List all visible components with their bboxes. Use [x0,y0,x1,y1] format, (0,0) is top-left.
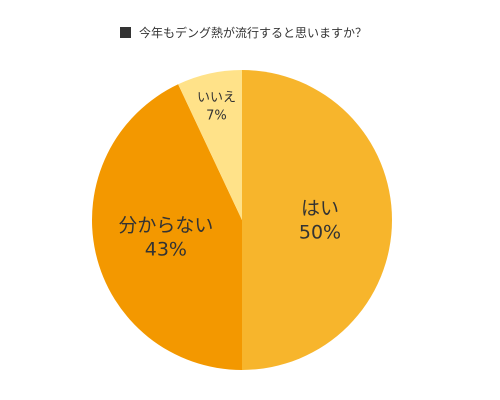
slice-label-1: 分からない [118,215,213,237]
chart-title: 今年もデング熱が流行すると思いますか？ [139,26,368,40]
pie-slice-2 [178,70,242,220]
slice-value-0: 50% [299,222,341,244]
slice-label-0: はい [301,198,339,220]
square-bullet-icon [120,27,131,38]
pie-slice-1 [92,84,242,370]
chart-title-container: 今年もデング熱が流行すると思いますか？ [120,24,367,41]
slice-label-2: いいえ [197,90,236,105]
slice-value-1: 43% [145,239,187,261]
slice-value-2: 7% [206,108,227,123]
pie-slice-0 [242,70,392,370]
